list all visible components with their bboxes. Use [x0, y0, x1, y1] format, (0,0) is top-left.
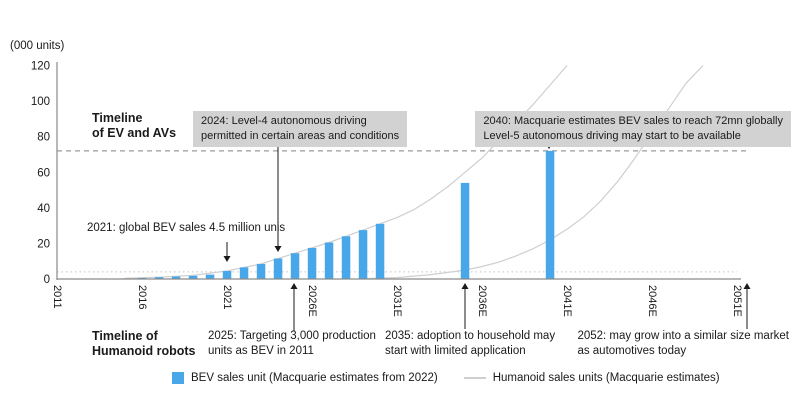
y-axis-unit-label: (000 units) — [10, 40, 65, 52]
arrowhead-down-icon — [274, 246, 282, 252]
legend-bev-label: BEV sales unit (Macquarie estimates from… — [191, 372, 438, 384]
arrowhead-up-icon — [461, 283, 469, 289]
arrowhead-up-icon — [743, 283, 751, 289]
bev-bar-2028 — [341, 236, 351, 279]
humanoid-curve — [362, 65, 704, 280]
y-tick-label-100: 100 — [31, 96, 50, 108]
bev-legend-swatch-icon — [172, 372, 184, 384]
annotation-2035-household-adoption: 2035: adoption to household may start wi… — [385, 330, 556, 358]
x-tick-label-2036E: 2036E — [476, 285, 488, 317]
x-tick-label-2051E: 2051E — [731, 285, 743, 317]
humanoid-legend-line-icon — [463, 377, 486, 379]
annotation-2052-market-size: 2052: may grow into a similar size marke… — [577, 330, 789, 358]
legend: BEV sales unit (Macquarie estimates from… — [172, 372, 720, 384]
bev-bar-2021 — [222, 271, 232, 279]
annotation-2040-level5-box: 2040: Macquarie estimates BEV sales to r… — [475, 111, 791, 147]
x-tick-label-2046E: 2046E — [646, 285, 658, 317]
timeline-ev-avs-label: Timeline of EV and AVs — [92, 111, 177, 140]
x-tick-label-2021: 2021 — [221, 285, 233, 309]
x-tick-label-2031E: 2031E — [391, 285, 403, 317]
bev-bar-2024 — [273, 258, 283, 279]
x-tick-label-2041E: 2041E — [561, 285, 573, 317]
annotation-2024-level4-box: 2024: Level-4 autonomous driving permitt… — [193, 111, 408, 147]
x-tick-label-2026E: 2026E — [306, 285, 318, 317]
y-tick-label-20: 20 — [37, 238, 50, 250]
bev-bar-2035 — [460, 182, 470, 279]
bev-bar-2022 — [239, 267, 249, 279]
timeline-humanoid-robots-label: Timeline of Humanoid robots — [92, 329, 196, 358]
legend-humanoid-label: Humanoid sales units (Macquarie estimate… — [492, 372, 720, 384]
y-tick-label-40: 40 — [37, 203, 50, 215]
x-tick-label-2011: 2011 — [51, 285, 63, 309]
bev-bar-2027 — [324, 242, 334, 279]
x-tick-label-2016: 2016 — [136, 285, 148, 309]
bev-bar-2040 — [545, 150, 555, 279]
bev-bar-2029 — [358, 230, 368, 279]
bev-bar-2020 — [205, 274, 215, 279]
annotation-2025-production-target: 2025: Targeting 3,000 production units a… — [208, 330, 376, 358]
bev-bar-2030 — [375, 223, 385, 279]
bev-bar-2018 — [171, 276, 181, 279]
arrowhead-down-icon — [223, 256, 231, 262]
bev-bar-2025 — [290, 253, 300, 279]
y-tick-label-80: 80 — [37, 132, 50, 144]
bev-bar-2026 — [307, 247, 317, 279]
annotation-2021-bev-sales: 2021: global BEV sales 4.5 million unis — [87, 222, 286, 234]
arrowhead-up-icon — [290, 283, 298, 289]
bev-bar-2017 — [154, 277, 164, 279]
bev-bar-2019 — [188, 275, 198, 279]
y-tick-label-120: 120 — [31, 61, 50, 73]
y-tick-label-0: 0 — [44, 274, 50, 286]
y-tick-label-60: 60 — [37, 167, 50, 179]
bev-bar-2023 — [256, 263, 266, 279]
